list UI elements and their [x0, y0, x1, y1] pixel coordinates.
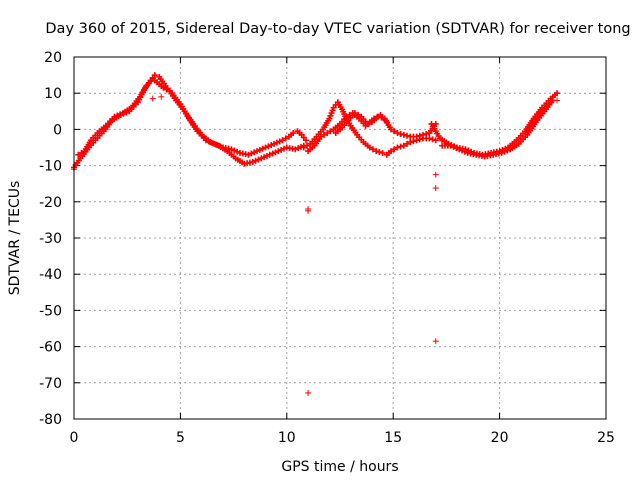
y-tick-label: -50 — [39, 303, 62, 319]
data-point — [279, 137, 286, 144]
data-point — [305, 206, 312, 213]
data-point — [394, 144, 401, 151]
y-tick-label: -20 — [39, 195, 62, 211]
data-point — [304, 142, 311, 149]
data-point — [391, 128, 398, 135]
plot-frame — [73, 56, 607, 420]
data-point — [554, 90, 561, 97]
data-point — [317, 133, 324, 140]
data-point — [400, 131, 407, 138]
y-tick-label: 10 — [44, 86, 62, 102]
data-point — [327, 128, 334, 135]
data-point — [324, 130, 331, 137]
y-tick-label: -70 — [39, 376, 62, 392]
chart-title: Day 360 of 2015, Sidereal Day-to-day VTE… — [45, 21, 630, 37]
y-tick-label: -80 — [39, 412, 62, 428]
data-point — [371, 115, 378, 122]
data-point — [429, 136, 436, 143]
data-point — [355, 111, 362, 118]
data-point — [426, 135, 433, 142]
data-point — [394, 130, 401, 137]
data-point — [432, 338, 439, 345]
x-axis-label: GPS time / hours — [281, 459, 398, 475]
data-point — [351, 110, 358, 117]
data-point — [397, 143, 404, 150]
data-point — [419, 131, 426, 138]
y-tick-label: 20 — [44, 50, 62, 66]
data-point — [391, 146, 398, 153]
grid — [74, 57, 606, 419]
y-tick-label: -30 — [39, 231, 62, 247]
data-points — [71, 72, 561, 396]
data-point — [388, 148, 395, 155]
data-point — [343, 113, 350, 120]
x-tick-label: 10 — [278, 430, 296, 446]
data-point — [554, 97, 561, 104]
data-point — [302, 137, 309, 144]
y-tick-label: 0 — [53, 122, 62, 138]
data-point — [376, 149, 383, 156]
data-point — [160, 84, 167, 91]
data-point — [404, 132, 411, 139]
data-point — [282, 135, 289, 142]
y-tick-label: -60 — [39, 340, 62, 356]
data-point — [78, 149, 85, 156]
data-point — [373, 148, 380, 155]
x-tick-label: 15 — [384, 430, 402, 446]
y-tick-label: -40 — [39, 267, 62, 283]
data-point — [379, 149, 386, 156]
data-point — [300, 144, 307, 151]
data-point — [413, 133, 420, 140]
data-point — [388, 126, 395, 133]
y-tick-label: -10 — [39, 159, 62, 175]
data-point — [432, 171, 439, 178]
data-point — [366, 144, 373, 151]
data-point — [432, 185, 439, 192]
x-tick-label: 0 — [70, 430, 79, 446]
data-point — [149, 95, 156, 102]
x-tick-label: 20 — [491, 430, 509, 446]
data-point — [369, 146, 376, 153]
data-point — [75, 151, 82, 158]
data-point — [416, 132, 423, 139]
data-point — [423, 130, 430, 137]
data-point — [407, 139, 414, 146]
data-point — [374, 113, 381, 120]
data-point — [151, 72, 158, 79]
data-point — [290, 130, 297, 137]
x-tick-label: 5 — [176, 430, 185, 446]
x-tick-label: 25 — [597, 430, 615, 446]
data-point — [400, 142, 407, 149]
data-point — [383, 119, 390, 126]
data-point — [397, 130, 404, 137]
y-axis-label: SDTVAR / TECUs — [7, 181, 23, 296]
data-point — [163, 86, 170, 93]
data-point — [404, 140, 411, 147]
data-point — [158, 93, 165, 100]
data-point — [321, 131, 328, 138]
data-point — [432, 137, 439, 144]
data-point — [305, 389, 312, 396]
